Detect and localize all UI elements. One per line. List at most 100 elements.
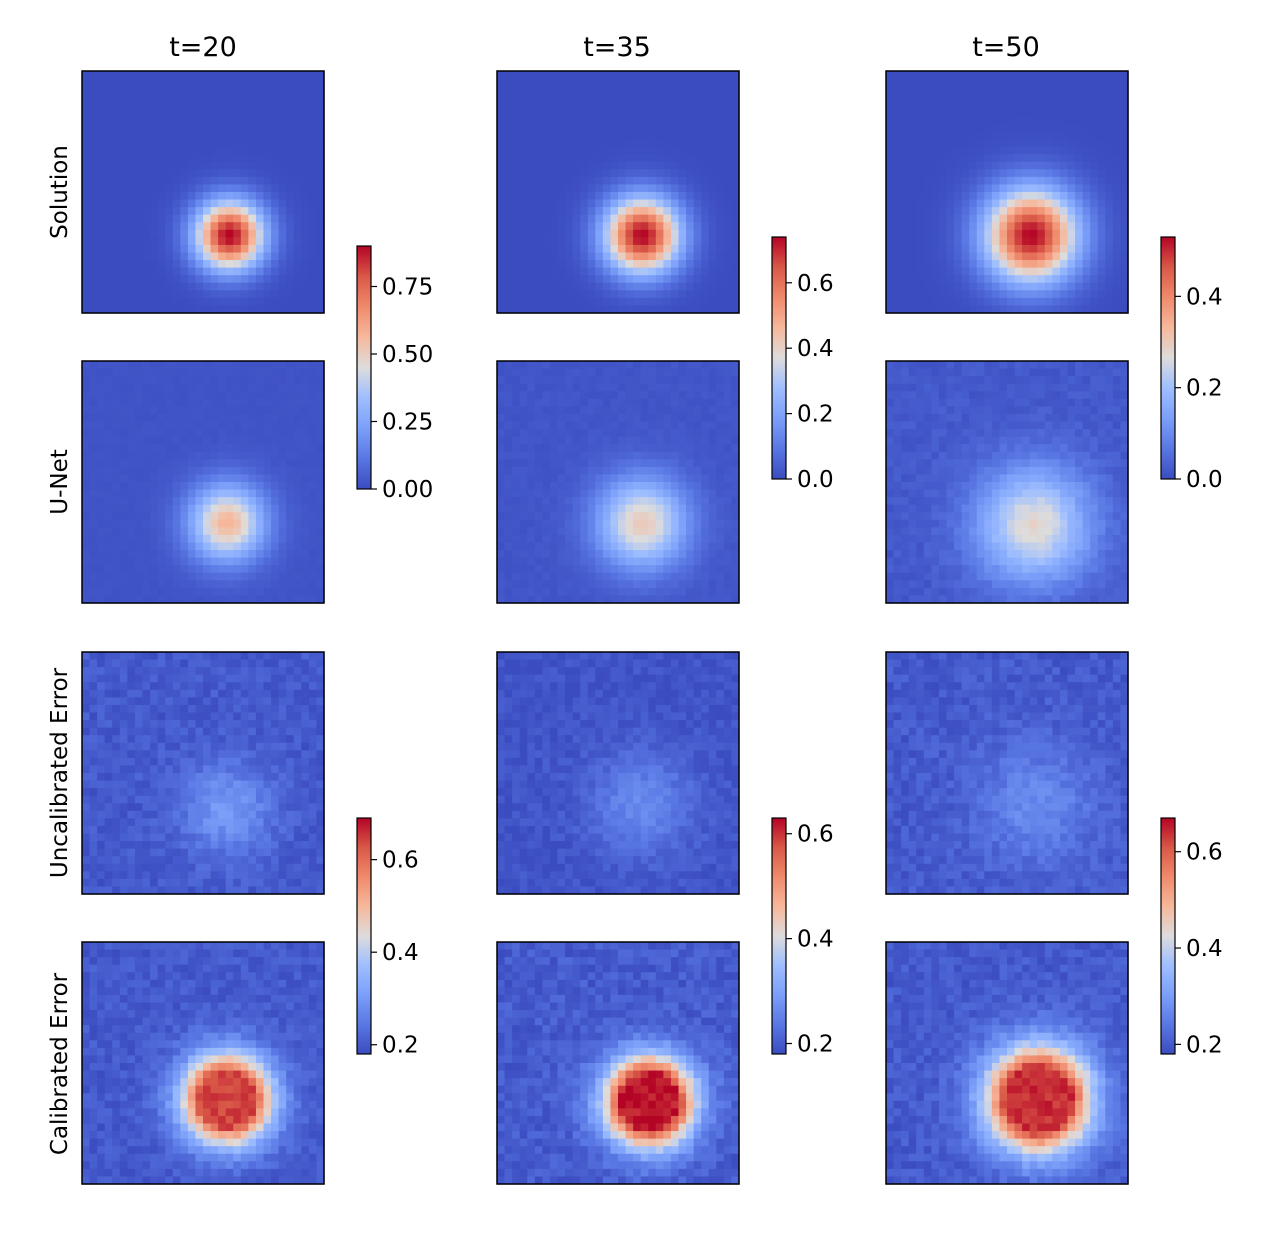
- heatmap-cell: [218, 504, 227, 513]
- heatmap-cell: [316, 368, 325, 377]
- heatmap-cell: [233, 376, 242, 385]
- heatmap-cell: [187, 252, 197, 261]
- heatmap-cell: [625, 361, 634, 370]
- heatmap-cell: [127, 290, 136, 299]
- heatmap-cell: [633, 512, 642, 521]
- heatmap-cell: [89, 101, 98, 110]
- heatmap-cell: [648, 565, 657, 574]
- heatmap-cell: [1059, 282, 1069, 291]
- heatmap-cell: [618, 260, 627, 269]
- heatmap-cell: [1067, 244, 1076, 254]
- heatmap-cell: [1044, 146, 1053, 155]
- heatmap-cell: [225, 252, 234, 261]
- heatmap-cell: [497, 391, 506, 400]
- heatmap-cell: [648, 108, 657, 117]
- heatmap-cell: [527, 550, 536, 559]
- heatmap-cell: [142, 391, 151, 400]
- heatmap-cell: [293, 413, 302, 423]
- heatmap-cell: [1105, 282, 1114, 291]
- heatmap-cell: [670, 252, 680, 261]
- heatmap-cell: [1059, 244, 1069, 254]
- heatmap-cell: [172, 154, 181, 163]
- heatmap-cell: [504, 207, 513, 216]
- heatmap-cell: [1014, 229, 1023, 238]
- heatmap-cell: [640, 534, 649, 544]
- heatmap-cell: [165, 244, 174, 254]
- heatmap-cell: [293, 504, 302, 513]
- heatmap-cell: [240, 290, 249, 299]
- heatmap-cell: [301, 436, 310, 445]
- heatmap-cell: [701, 244, 710, 254]
- heatmap-cell: [127, 252, 136, 261]
- heatmap-cell: [969, 161, 978, 170]
- heatmap-cell: [527, 376, 536, 385]
- heatmap-cell: [248, 260, 257, 269]
- heatmap-cell: [678, 391, 687, 400]
- heatmap-cell: [1112, 154, 1122, 163]
- heatmap-cell: [610, 383, 619, 392]
- heatmap-cell: [308, 260, 318, 269]
- heatmap-cell: [286, 305, 295, 314]
- heatmap-cell: [648, 534, 657, 544]
- heatmap-cell: [233, 482, 242, 491]
- heatmap-cell: [142, 580, 151, 589]
- heatmap-cell: [263, 199, 272, 208]
- heatmap-cell: [187, 391, 197, 400]
- heatmap-cell: [731, 161, 740, 170]
- heatmap-cell: [618, 421, 627, 430]
- heatmap-cell: [565, 169, 574, 178]
- heatmap-cell: [172, 131, 181, 140]
- heatmap-cell: [961, 161, 970, 170]
- heatmap-cell: [708, 451, 717, 460]
- heatmap-cell: [203, 71, 212, 80]
- heatmap-cell: [625, 116, 634, 125]
- heatmap-cell: [512, 184, 521, 193]
- heatmap-cell: [655, 534, 664, 544]
- heatmap-cell: [572, 421, 581, 430]
- heatmap-cell: [1097, 139, 1106, 148]
- heatmap-cell: [1082, 207, 1091, 216]
- heatmap-cell: [82, 108, 91, 117]
- heatmap-cell: [112, 78, 121, 87]
- heatmap-cell: [225, 282, 234, 291]
- heatmap-cell: [127, 587, 136, 597]
- heatmap-cell: [693, 139, 702, 148]
- heatmap-cell: [954, 229, 963, 238]
- heatmap-cell: [1112, 290, 1122, 299]
- heatmap-cell: [633, 474, 642, 483]
- heatmap-cell: [225, 497, 234, 506]
- heatmap-cell: [504, 459, 513, 468]
- heatmap-cell: [991, 78, 1001, 87]
- heatmap-cell: [991, 199, 1001, 208]
- heatmap-cell: [293, 368, 302, 377]
- heatmap-cell: [119, 504, 128, 513]
- heatmap-cell: [165, 451, 174, 460]
- heatmap-cell: [1029, 207, 1038, 216]
- heatmap-cell: [731, 482, 740, 491]
- heatmap-cell: [1105, 214, 1114, 223]
- heatmap-cell: [969, 139, 978, 148]
- heatmap-cell: [225, 587, 234, 597]
- heatmap-cell: [271, 572, 280, 581]
- heatmap-cell: [931, 146, 940, 155]
- heatmap-cell: [203, 297, 212, 307]
- heatmap-cell: [519, 534, 528, 544]
- heatmap-cell: [1007, 207, 1016, 216]
- heatmap-cell: [233, 519, 242, 528]
- heatmap-cell: [1029, 237, 1038, 246]
- heatmap-cell: [908, 267, 917, 276]
- heatmap-cell: [225, 474, 234, 483]
- heatmap-cell: [580, 489, 589, 498]
- heatmap-cell: [678, 497, 687, 506]
- heatmap-cell: [240, 572, 249, 581]
- heatmap-cell: [595, 116, 604, 125]
- heatmap-cell: [97, 519, 106, 528]
- heatmap-cell: [991, 290, 1001, 299]
- heatmap-cell: [595, 444, 604, 453]
- heatmap-cell: [225, 260, 234, 269]
- heatmap-cell: [218, 421, 227, 430]
- heatmap-cell: [293, 207, 302, 216]
- heatmap-cell: [580, 116, 589, 125]
- heatmap-cell: [1120, 184, 1129, 193]
- heatmap-cell: [1112, 252, 1122, 261]
